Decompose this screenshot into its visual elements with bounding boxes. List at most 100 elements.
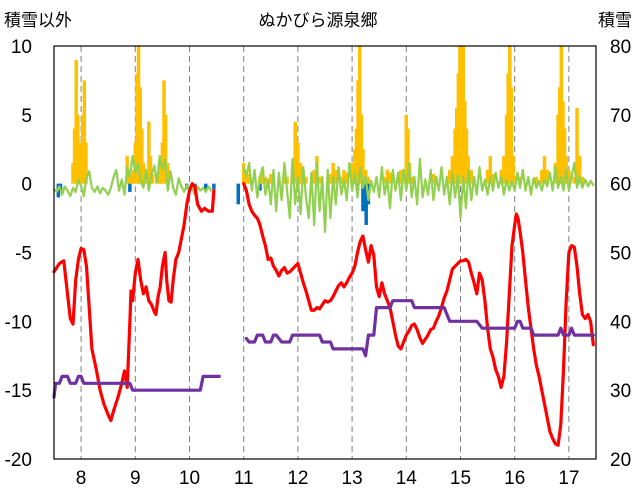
x-tick-label: 14 [396,468,418,489]
snowfall-bar [567,169,571,184]
snowfall-bar [488,156,493,184]
snowfall-bar [450,156,455,184]
snowfall-bar [344,172,349,184]
snowfall-bar [580,176,585,184]
snowfall-bar [148,156,153,184]
snowfall-bar [447,169,452,184]
y-axis-left-label: 積雪以外 [4,11,72,31]
snowfall-bar [469,169,474,184]
y-left-tick-label: -10 [5,312,32,333]
snowfall-bar [269,174,273,184]
precip_negative-bar [361,183,365,212]
snow_depth-line [52,374,221,399]
y-right-tick-label: 30 [610,381,631,402]
snowfall-bar [409,176,414,184]
snowfall-bar [166,163,170,184]
snowfall-bar [334,169,338,184]
snowfall-bar [388,172,392,184]
x-tick-label: 8 [76,468,87,489]
y-left-tick-label: -15 [5,381,32,402]
precip_negative-bar [258,183,262,191]
precip_negative-bar [204,183,208,191]
snowfall-bar [331,163,335,184]
snowfall-bar [575,107,579,184]
snowfall-bar [296,142,300,184]
precip_negative-bar [212,183,216,190]
y-right-tick-label: 70 [610,106,631,127]
x-tick-label: 16 [504,468,525,489]
snowfall-bar [328,174,333,184]
snowfall-bar [241,163,246,184]
snowfall-bar [342,169,346,184]
snowfall-bar [247,174,251,184]
snowfall-bar [84,142,88,184]
snowfall-bar [312,169,316,184]
y-right-tick-label: 60 [610,175,631,196]
snowfall-bar [491,174,495,184]
wind-line [242,157,595,233]
snowfall-bar [140,128,144,184]
snowfall-bar [502,156,506,184]
y-left-tick-label: 10 [11,37,32,58]
snowfall-bar [509,87,514,184]
snowfall-bar [350,163,354,184]
temperature-line [242,182,595,447]
x-tick-label: 12 [287,468,308,489]
snowfall-bar [304,176,308,184]
snowfall-bar [431,174,436,184]
snowfall-bar [542,156,547,184]
snowfall-bar [399,169,403,184]
snowfall-bar [485,169,490,184]
snowfall-bar [545,169,549,184]
precip_negative-bar [128,183,132,192]
snowfall-bar [163,114,168,184]
x-tick-label: 15 [450,468,471,489]
y-left-tick-label: -20 [5,450,32,471]
snowfall-bar [577,156,582,184]
snow_depth-line [244,299,595,358]
snowfall-bar [511,156,515,184]
x-tick-label: 13 [342,468,363,489]
snowfall-bar [540,169,544,184]
snowfall-bar [361,149,365,184]
plot-frame [53,45,597,460]
y-right-tick-label: 40 [610,312,631,333]
snowfall-bar [339,176,344,184]
y-right-tick-label: 80 [610,37,631,58]
snowfall-bar [128,174,133,184]
snowfall-bar [298,163,303,184]
wind-line [52,155,213,198]
snowfall-bar [382,176,387,184]
snowfall-bar [157,163,162,184]
snowfall-bar [518,176,522,184]
snowfall-bar [385,169,390,184]
snowfall-bar [150,174,155,184]
y-right-tick-label: 20 [610,450,631,471]
precip_negative-bar [236,183,241,205]
snowfall-bar [82,80,87,184]
y-right-tick-label: 50 [610,244,631,265]
temperature-line [52,182,216,423]
snowfall-bar [263,176,268,184]
snowfall-bar [141,163,146,184]
precip_negative-bar [364,183,368,225]
x-tick-label: 10 [179,468,200,489]
snowfall-bar [317,176,322,184]
snowfall-bar [406,128,410,184]
y-left-tick-label: -5 [15,244,32,265]
snowfall-bar [572,176,577,184]
x-tick-label: 9 [130,468,141,489]
snowfall-bar [512,176,517,184]
x-tick-label: 11 [234,468,254,489]
snowfall-bar [366,176,371,184]
y-left-tick-label: 5 [21,106,32,127]
snowfall-bar [147,121,151,184]
y-left-tick-label: 0 [21,175,32,196]
snowfall-bar [293,121,297,184]
snowfall-bar [534,176,539,184]
chart-title: ぬかびら源泉郷 [259,11,378,31]
x-tick-label: 17 [558,468,579,489]
y-axis-right-label: 積雪 [598,11,632,31]
